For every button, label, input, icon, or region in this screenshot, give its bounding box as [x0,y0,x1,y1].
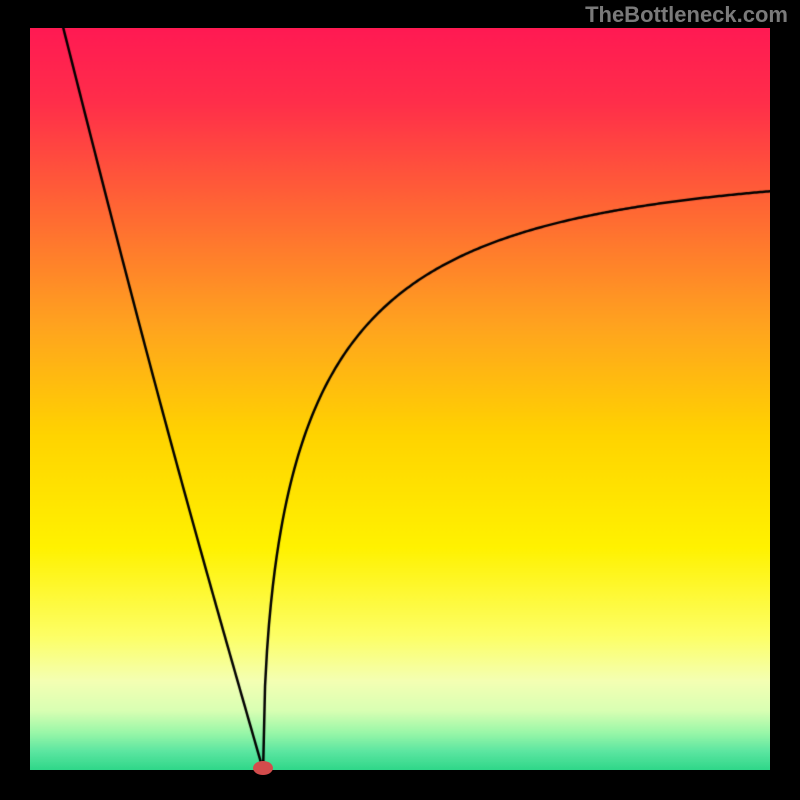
optimal-point-marker [253,761,273,775]
chart-container: TheBottleneck.com [0,0,800,800]
bottleneck-curve [30,28,770,770]
watermark-text: TheBottleneck.com [585,2,788,28]
plot-area [30,28,770,770]
